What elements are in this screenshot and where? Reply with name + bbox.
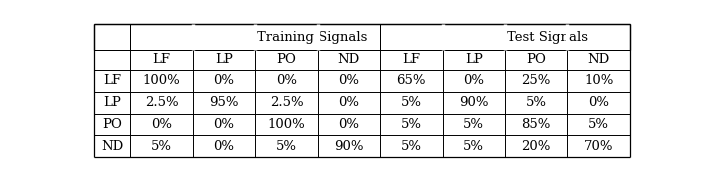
Text: 5%: 5% [463,118,484,131]
Text: 10%: 10% [584,74,614,87]
Text: 0%: 0% [213,74,234,87]
Text: LP: LP [103,96,121,109]
Text: 0%: 0% [588,96,609,109]
Text: PO: PO [277,53,297,66]
Text: 100%: 100% [268,118,305,131]
Text: 20%: 20% [522,140,551,153]
Text: 95%: 95% [209,96,239,109]
Text: 85%: 85% [522,118,551,131]
Text: Training Signals: Training Signals [258,31,368,44]
Text: Test Signals: Test Signals [507,31,588,44]
Text: 5%: 5% [401,118,422,131]
Text: 70%: 70% [584,140,614,153]
Text: LF: LF [103,74,121,87]
Text: 0%: 0% [213,140,234,153]
Text: 0%: 0% [338,96,359,109]
Text: PO: PO [526,53,546,66]
Text: 100%: 100% [143,74,181,87]
Text: 90%: 90% [459,96,489,109]
Text: 90%: 90% [334,140,364,153]
Text: 2.5%: 2.5% [145,96,179,109]
Text: 0%: 0% [463,74,484,87]
Text: LF: LF [402,53,420,66]
Text: ND: ND [337,53,360,66]
Text: ND: ND [101,140,123,153]
Text: 0%: 0% [338,118,359,131]
Text: 0%: 0% [151,118,172,131]
Text: LP: LP [465,53,483,66]
Text: 2.5%: 2.5% [270,96,304,109]
Text: 0%: 0% [213,118,234,131]
Text: 5%: 5% [463,140,484,153]
Text: 0%: 0% [338,74,359,87]
Text: 5%: 5% [151,140,172,153]
Text: 0%: 0% [276,74,297,87]
Text: 5%: 5% [526,96,546,109]
Text: 5%: 5% [401,140,422,153]
Text: 65%: 65% [397,74,426,87]
Text: 5%: 5% [588,118,609,131]
Text: 5%: 5% [401,96,422,109]
Text: 5%: 5% [276,140,297,153]
Text: PO: PO [102,118,122,131]
Text: ND: ND [587,53,610,66]
Text: LP: LP [215,53,233,66]
Text: 25%: 25% [522,74,551,87]
Text: LF: LF [152,53,171,66]
